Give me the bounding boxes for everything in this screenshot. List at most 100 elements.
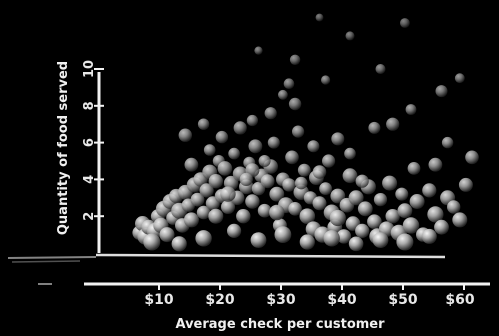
data-point [400, 18, 410, 28]
data-point [257, 203, 272, 218]
data-point [435, 85, 448, 98]
y-tick-label: 8 [82, 101, 97, 110]
data-point [329, 209, 346, 227]
data-point [159, 227, 175, 243]
data-point [171, 236, 187, 252]
ground-streak [11, 260, 81, 263]
data-point [396, 233, 414, 251]
data-point [345, 31, 355, 41]
y-tick-label: 10 [82, 60, 97, 78]
data-point [208, 208, 224, 224]
data-point [372, 232, 389, 249]
data-point [447, 200, 461, 214]
data-point [269, 204, 285, 221]
data-point [196, 205, 211, 220]
data-point [344, 147, 356, 160]
data-point [330, 188, 346, 204]
data-point [208, 174, 223, 189]
data-point [217, 161, 233, 176]
data-point [299, 208, 316, 224]
y-axis-title: Quantity of food served [56, 61, 71, 235]
data-point [143, 233, 161, 251]
y-axis-ticks: 2 4 6 8 10 [82, 60, 104, 221]
data-point [215, 130, 229, 144]
data-point [245, 194, 260, 209]
data-point [321, 75, 331, 85]
x-tick-label: $20 [205, 292, 234, 308]
data-point [183, 212, 199, 228]
data-point [274, 226, 292, 244]
data-point [336, 229, 352, 244]
data-point [357, 201, 373, 217]
data-point [248, 139, 263, 154]
data-points [132, 13, 479, 252]
data-point [203, 144, 216, 156]
data-point [227, 223, 242, 238]
y-tick-label: 4 [82, 175, 97, 184]
data-point [236, 209, 251, 224]
data-point [221, 200, 235, 214]
data-point [195, 230, 212, 247]
x-axis-ticks: $10 $20 $30 $40 $50 $60 [144, 284, 475, 308]
data-point [312, 165, 327, 179]
x-axis-title: Average check per customer [175, 317, 385, 332]
x-tick-label: $50 [388, 292, 417, 308]
data-point [184, 157, 199, 172]
x-tick-label: $10 [144, 292, 173, 308]
y-tick-label: 6 [82, 138, 97, 147]
data-point [409, 194, 425, 209]
data-point [199, 183, 214, 198]
data-point [278, 89, 288, 100]
data-point [228, 147, 240, 160]
data-point [297, 163, 311, 177]
data-point [458, 177, 473, 192]
data-point [190, 192, 205, 207]
data-point [282, 178, 296, 192]
data-point [285, 150, 299, 165]
data-point [441, 136, 454, 149]
data-point [292, 125, 305, 138]
data-point [269, 186, 285, 202]
data-point [355, 174, 369, 188]
x-tick-label: $40 [327, 292, 356, 308]
y-tick-label: 2 [82, 212, 97, 221]
data-point [373, 193, 388, 207]
data-point [434, 219, 449, 235]
data-point [452, 212, 468, 228]
data-point [322, 154, 336, 168]
data-point [368, 121, 381, 134]
data-point [239, 172, 253, 186]
data-point [395, 187, 409, 201]
data-point [260, 174, 275, 189]
data-point [250, 232, 267, 249]
data-point [197, 118, 210, 130]
data-point [427, 206, 444, 223]
data-point [258, 155, 271, 167]
data-point [254, 46, 263, 55]
data-point [421, 228, 437, 244]
floor-line [95, 253, 446, 259]
data-point [319, 182, 332, 196]
x-tick-label: $60 [445, 292, 474, 308]
data-point [283, 78, 295, 89]
ground-streak [7, 256, 97, 259]
data-point [348, 236, 364, 252]
data-point [264, 107, 277, 120]
data-point [382, 175, 398, 191]
data-point [233, 121, 247, 135]
data-point [294, 176, 308, 190]
data-point [288, 202, 302, 216]
data-point [402, 217, 420, 234]
data-point [465, 150, 479, 165]
data-point [312, 196, 327, 211]
data-point [386, 117, 400, 131]
data-point [355, 223, 370, 238]
data-point [367, 214, 382, 229]
data-point [385, 209, 400, 224]
data-point [267, 136, 280, 149]
data-point [299, 234, 315, 250]
data-point [405, 104, 417, 115]
x-tick-label: $30 [266, 292, 295, 308]
